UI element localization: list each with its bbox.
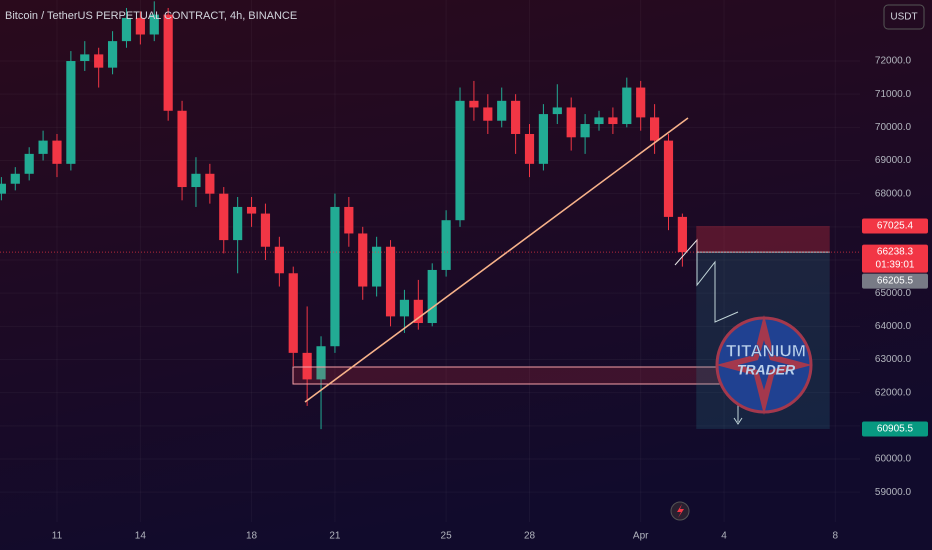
x-tick-label: 14 [135,531,147,542]
price-tag [862,244,928,273]
candle-body [413,299,423,324]
candle-body [191,173,201,188]
candle-body [344,206,354,234]
logo-star-inner [738,340,790,390]
candle-body [121,17,132,42]
candle-body [594,117,604,125]
y-tick-label: 60000.0 [875,454,912,465]
x-tick-label: 21 [329,531,341,542]
x-tick-label: Apr [633,531,649,542]
candle-body [316,346,326,380]
candle-body [52,140,62,164]
candle-body [302,352,312,380]
y-tick-label: 69000.0 [875,155,912,166]
candle-body [524,133,535,164]
candle-body [330,206,340,347]
projection-arrow-head [733,417,743,425]
candle-body [274,246,284,274]
candle-body [427,269,437,324]
y-tick-label: 72000.0 [875,56,912,67]
candle-body [608,117,618,125]
countdown-label: 01:39:01 [876,260,915,271]
candle-body [483,107,493,121]
candle-body [663,140,674,217]
candle-body [94,54,104,68]
candle-body [358,233,368,287]
y-tick-label: 63000.0 [875,354,912,365]
candle-body [205,173,215,194]
x-tick-label: 4 [721,531,727,542]
x-tick-label: 28 [524,531,536,542]
candle-body [163,14,173,111]
candle-body [219,193,229,241]
candle-body [622,87,632,125]
price-tag-label: 66238.3 [877,247,914,258]
projection-path [674,238,739,323]
candle-body [385,246,396,317]
y-tick-label: 64000.0 [875,321,912,332]
price-tag-label: 66205.5 [877,276,914,287]
x-tick-label: 25 [441,531,453,542]
candle-body [677,216,687,253]
currency-label: USDT [890,12,917,23]
currency-button[interactable] [883,4,925,30]
candle-body [650,117,660,141]
candle-body [10,173,20,184]
candle-body [636,87,646,118]
candle-body [107,41,118,68]
y-tick-label: 70000.0 [875,122,912,133]
price-tag [862,273,928,289]
candle-body [469,100,479,108]
candle-body [455,100,465,221]
logo-text: TRADER [737,362,796,378]
candle-body [66,61,76,164]
support-zone [292,366,729,385]
candle-body [580,124,590,138]
candle-body [246,206,257,214]
candle-body [399,299,410,317]
candle-body [538,114,548,164]
alert-bolt [677,504,684,518]
candle-body [260,213,271,247]
logo-text: TITANIUM [726,341,806,360]
x-tick-label: 8 [832,531,838,542]
x-tick-label: 18 [246,531,258,542]
candle-body [38,140,48,154]
logo: TITANIUM TRADER [715,315,813,415]
candle-body [135,17,145,35]
candle-body [511,100,521,134]
y-tick-label: 65000.0 [875,288,912,299]
y-tick-label: 68000.0 [875,188,912,199]
candle-body [372,246,382,287]
y-tick-label: 71000.0 [875,89,912,100]
price-tag [862,421,928,437]
candle-body [80,54,90,62]
y-tick-label: 59000.0 [875,487,912,498]
candle-body [149,14,159,35]
trend-line [304,117,689,403]
y-tick-label: 62000.0 [875,387,912,398]
candle-body [233,206,243,241]
candle-body [552,107,562,115]
candle-body [566,107,576,138]
chart-title: Bitcoin / TetherUS PERPETUAL CONTRACT, 4… [5,10,297,22]
x-tick-label: 11 [52,531,63,542]
candle-body [177,110,187,188]
price-tag-label: 60905.5 [877,424,914,435]
target-zone [696,252,830,429]
price-tag [862,218,928,234]
candle-body [497,100,507,121]
candle-body [441,220,451,270]
candle-body [288,273,298,353]
candle-body [0,183,6,194]
price-tag-label: 67025.4 [877,221,914,232]
candle-body [24,153,34,174]
stop-zone [696,225,830,253]
